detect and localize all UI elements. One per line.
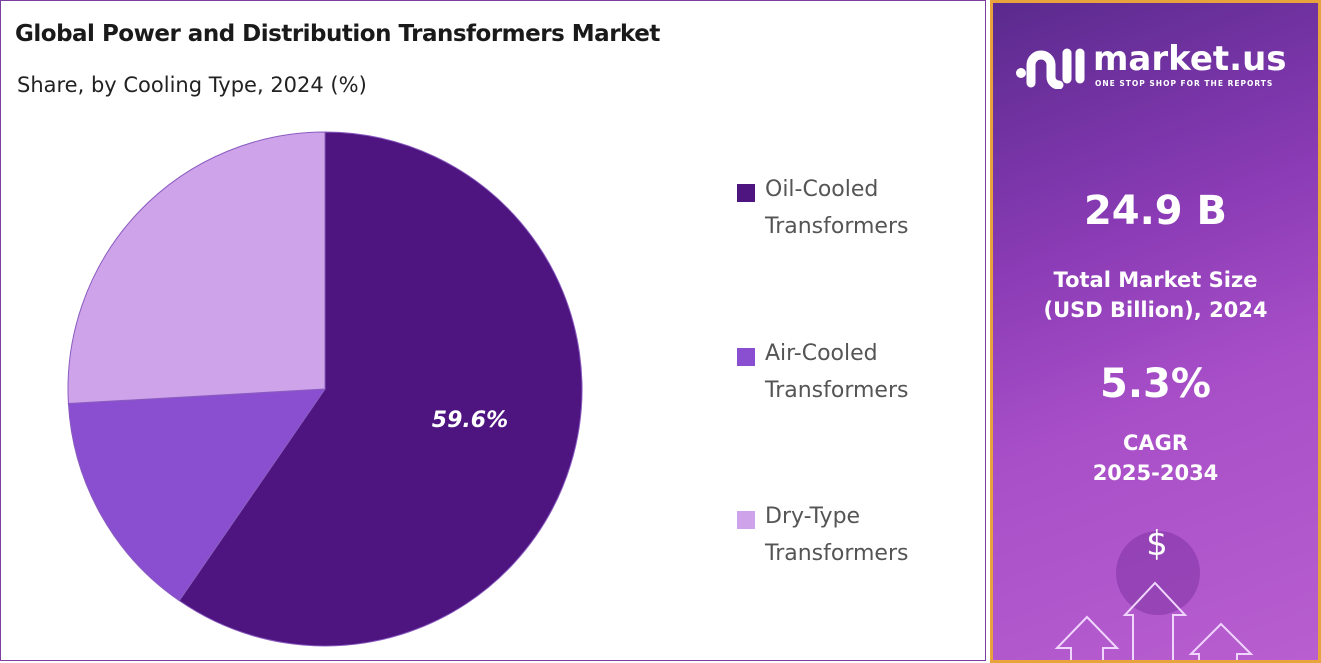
data-label-oil-cooled: 59.6%: [432, 408, 508, 433]
logo-tagline: ONE STOP SHOP FOR THE REPORTS: [1095, 79, 1274, 88]
cagr-label: CAGR 2025-2034: [1092, 431, 1219, 485]
market-size-value: 24.9 B: [1083, 188, 1228, 234]
chart-subtitle: Share, by Cooling Type, 2024 (%): [17, 73, 367, 97]
legend-swatch: [737, 184, 755, 202]
svg-text:$: $: [1146, 524, 1168, 564]
legend-swatch: [737, 348, 755, 366]
pie-slice-oil-cooled: [178, 131, 583, 647]
pie-slice-dry-type: [67, 131, 326, 405]
chart-title: Global Power and Distribution Transforme…: [15, 21, 660, 47]
chart-panel: Global Power and Distribution Transforme…: [0, 0, 986, 661]
pie-slice-air-cooled: [67, 388, 326, 602]
pie-chart: 59.6%: [67, 131, 583, 647]
cagr-value: 5.3%: [1100, 361, 1211, 407]
dollar-growth-arrows-icon: $: [1054, 524, 1254, 660]
market-us-logo-icon: [1016, 48, 1085, 89]
market-size-label: Total Market Size (USD Billion), 2024: [1043, 268, 1268, 322]
logo-name: market.us: [1093, 39, 1287, 79]
legend-swatch: [737, 511, 755, 529]
summary-panel: market.us ONE STOP SHOP FOR THE REPORTS …: [990, 0, 1321, 663]
